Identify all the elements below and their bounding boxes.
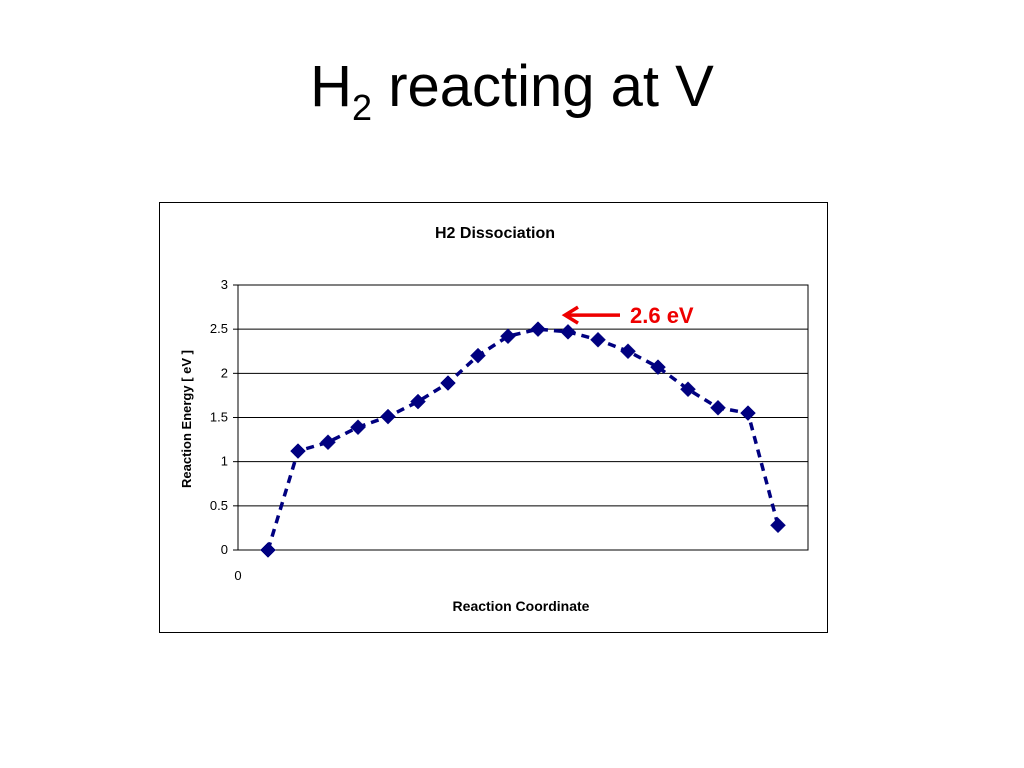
y-tick-label: 0 — [221, 542, 228, 557]
plot-area: 0 0.5 1 1.5 2 2.5 3 0 2.6 eV — [210, 277, 809, 583]
chart-frame: H2 Dissociation Reaction Energy [ eV ] R… — [159, 202, 828, 633]
data-point-marker — [560, 323, 576, 340]
data-point-marker — [620, 343, 636, 360]
data-point-marker — [410, 393, 426, 410]
data-point-marker — [470, 347, 486, 364]
data-point-marker — [500, 328, 516, 345]
slide-title-main: H — [310, 54, 353, 119]
data-point-marker — [530, 321, 546, 338]
data-point-marker — [350, 419, 366, 436]
data-point-marker — [740, 405, 756, 421]
chart-title: H2 Dissociation — [435, 225, 555, 242]
x-axis-label: Reaction Coordinate — [453, 598, 590, 614]
x-tick-label: 0 — [234, 568, 241, 583]
chart-svg: H2 Dissociation Reaction Energy [ eV ] R… — [179, 225, 809, 614]
annotation-label: 2.6 eV — [630, 303, 694, 328]
y-axis-label: Reaction Energy [ eV ] — [179, 350, 194, 488]
data-point-marker — [260, 542, 276, 558]
y-tick-label: 0.5 — [210, 498, 228, 513]
slide-title-rest: reacting at V — [372, 54, 714, 119]
y-tick-label: 1 — [221, 454, 228, 469]
data-point-marker — [680, 381, 696, 398]
data-point-marker — [710, 399, 726, 416]
y-tick-label: 2 — [221, 365, 228, 380]
data-point-marker — [380, 408, 396, 425]
slide-title-subscript: 2 — [352, 87, 373, 128]
y-tick-label: 3 — [221, 277, 228, 292]
slide-title: H2 reacting at V — [0, 58, 1024, 126]
data-point-marker — [290, 443, 306, 459]
y-tick-label: 1.5 — [210, 410, 228, 425]
data-point-marker — [440, 375, 456, 391]
series-line — [266, 327, 780, 551]
data-point-marker — [770, 517, 786, 534]
annotation-arrow-head — [561, 305, 579, 325]
data-point-marker — [590, 331, 606, 348]
data-point-marker — [650, 359, 666, 376]
data-point-marker — [320, 434, 336, 451]
y-tick-label: 2.5 — [210, 321, 228, 336]
